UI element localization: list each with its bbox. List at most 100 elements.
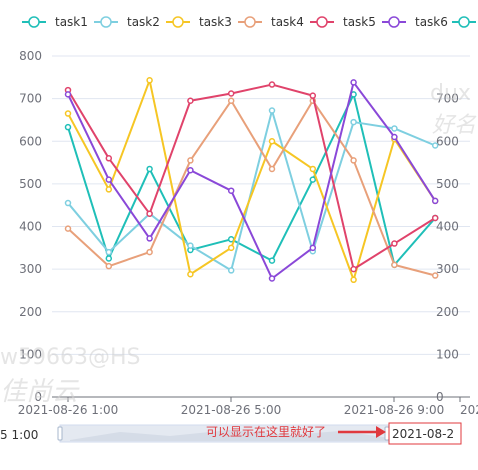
data-point-task2[interactable]	[105, 248, 113, 256]
legend-item[interactable]: task5	[310, 15, 376, 29]
data-point-task2[interactable]	[391, 125, 398, 132]
legend-marker	[28, 16, 40, 28]
data-point-task1[interactable]	[146, 165, 153, 173]
data-point-task6[interactable]	[64, 91, 72, 98]
legend-label: task5	[343, 15, 376, 29]
data-point-task1[interactable]	[268, 257, 276, 264]
data-point-task3[interactable]	[105, 186, 113, 193]
series-line-task4[interactable]	[67, 99, 436, 277]
series-line-task6[interactable]	[67, 81, 437, 280]
data-point-task5[interactable]	[391, 240, 398, 247]
data-point-task2[interactable]	[268, 107, 276, 114]
series-lines	[64, 77, 439, 284]
legend-item[interactable]: task1	[22, 15, 88, 29]
data-point-task6[interactable]	[105, 176, 113, 183]
legend-item[interactable]: task4	[238, 15, 304, 29]
right-y-tick-label: 400	[436, 220, 459, 234]
zoom-end-label: 2021-08-2	[392, 427, 454, 441]
zoom-preview	[70, 430, 390, 441]
watermark-line-2: 好名	[432, 113, 477, 138]
data-point-task4[interactable]	[227, 97, 235, 105]
legend-marker	[100, 16, 112, 28]
data-point-task4[interactable]	[268, 165, 276, 173]
data-point-task5[interactable]	[431, 214, 439, 222]
data-point-task3[interactable]	[227, 244, 235, 252]
legend-label: task3	[199, 15, 232, 29]
zoom-handle-left[interactable]	[57, 426, 63, 441]
watermark-line-4: 佳尚云	[0, 377, 80, 407]
data-point-task3[interactable]	[146, 77, 153, 84]
data-point-task4[interactable]	[391, 261, 398, 269]
data-point-task5[interactable]	[350, 265, 357, 273]
data-point-task2[interactable]	[227, 267, 235, 274]
data-point-task5[interactable]	[309, 92, 317, 99]
data-point-task3[interactable]	[187, 270, 194, 278]
legend-label: task1	[55, 15, 88, 29]
data-point-task3[interactable]	[309, 165, 317, 173]
watermark-line-3: w59663@HS	[0, 345, 141, 370]
x-tick-label: 2021	[460, 403, 478, 417]
x-axis: 2021-08-26 1:00 2021-08-26 5:00 2021-08-26…	[18, 397, 478, 417]
data-point-task6[interactable]	[309, 244, 317, 252]
legend-label: task4	[271, 15, 304, 29]
data-point-task6[interactable]	[431, 197, 439, 205]
series-line-task1[interactable]	[67, 93, 436, 266]
data-point-task2[interactable]	[64, 199, 72, 207]
right-axis-labels: 0 100 200 300 400 500 600 700	[436, 92, 459, 404]
data-point-task6[interactable]	[391, 133, 398, 141]
data-point-task5[interactable]	[105, 155, 113, 162]
legend-item[interactable]: task2	[94, 15, 160, 29]
data-point-task3[interactable]	[64, 110, 72, 117]
data-point-task1[interactable]	[105, 255, 113, 262]
data-point-task1[interactable]	[64, 123, 72, 131]
data-point-task5[interactable]	[187, 97, 194, 105]
data-point-task4[interactable]	[64, 225, 72, 232]
zoom-end-label-box	[388, 422, 462, 445]
data-point-task4[interactable]	[146, 248, 153, 256]
data-point-task4[interactable]	[105, 262, 113, 270]
legend-label: task2	[127, 15, 160, 29]
legend-marker	[172, 16, 184, 28]
data-point-task6[interactable]	[146, 235, 153, 242]
right-y-tick-label: 300	[436, 262, 459, 276]
watermark: dux 好名 w59663@HS 佳尚云	[0, 81, 477, 407]
data-point-task3[interactable]	[350, 276, 357, 284]
data-point-task1[interactable]	[309, 176, 317, 183]
x-tick-label: 2021-08-26 5:00	[181, 403, 282, 417]
data-point-task5[interactable]	[146, 210, 153, 217]
data-point-task4[interactable]	[431, 272, 439, 279]
legend-marker	[458, 16, 470, 28]
data-point-task5[interactable]	[227, 90, 235, 97]
data-point-task4[interactable]	[350, 157, 357, 164]
right-y-tick-label: 600	[436, 134, 459, 148]
data-zoom[interactable]: 5 1:00 2021-08-2 可以显示在这里就好了	[0, 422, 462, 445]
data-point-task5[interactable]	[268, 81, 276, 88]
legend-item[interactable]	[452, 16, 476, 28]
data-point-task2[interactable]	[431, 142, 439, 149]
data-point-task3[interactable]	[268, 138, 276, 145]
series-line-task5[interactable]	[67, 83, 436, 271]
data-point-task2[interactable]	[350, 118, 357, 126]
watermark-line-1: dux	[430, 81, 471, 106]
legend[interactable]: task1 task2 task3 task4 task5 task6	[22, 15, 476, 29]
series-line-task3[interactable]	[67, 79, 437, 281]
annotation-text: 可以显示在这里就好了	[206, 424, 326, 439]
zoom-start-label: 5 1:00	[0, 428, 38, 442]
data-point-task6[interactable]	[268, 275, 276, 282]
data-point-task6[interactable]	[350, 79, 357, 86]
legend-item[interactable]: task6	[382, 15, 448, 29]
y-tick-label: 700	[19, 92, 42, 106]
data-point-task2[interactable]	[187, 242, 194, 249]
right-y-tick-label: 200	[436, 305, 459, 319]
right-y-tick-label: 700	[436, 92, 459, 106]
legend-marker	[244, 16, 256, 28]
data-point-task4[interactable]	[187, 157, 194, 164]
series-line-task2[interactable]	[67, 109, 436, 272]
data-point-task6[interactable]	[187, 166, 194, 174]
x-tick-label: 2021-08-26 1:00	[18, 403, 119, 417]
zoom-handle-right[interactable]	[384, 426, 390, 441]
data-point-task6[interactable]	[227, 187, 235, 194]
legend-item[interactable]: task3	[166, 15, 232, 29]
right-y-tick-label: 0	[436, 390, 444, 404]
